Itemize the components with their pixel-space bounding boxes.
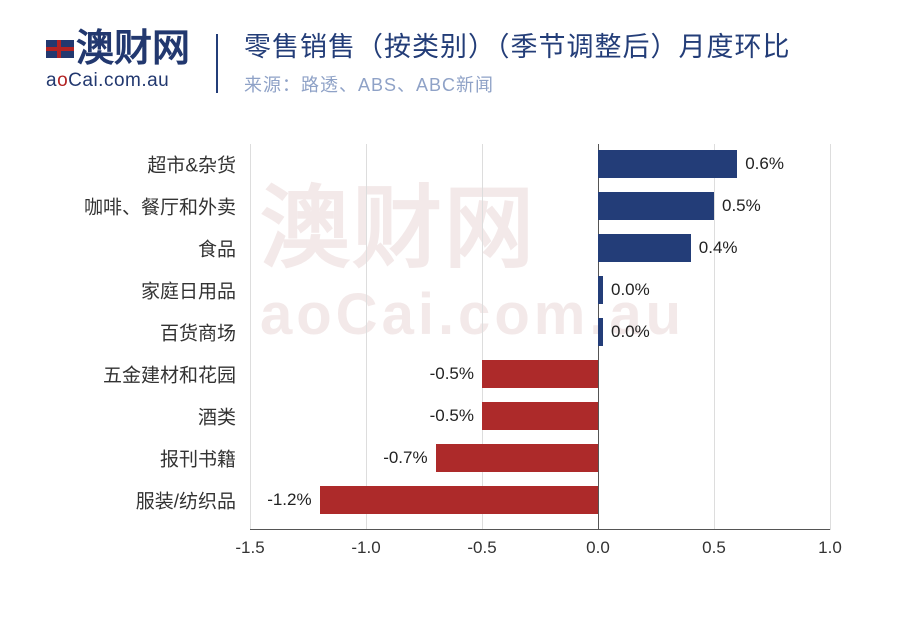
header: 澳财网 aoCai.com.au 零售销售（按类别）（季节调整后）月度环比 来源… — [46, 30, 877, 97]
category-label: 食品 — [198, 235, 236, 262]
category-label: 报刊书籍 — [160, 445, 236, 472]
chart-title: 零售销售（按类别）（季节调整后）月度环比 — [244, 30, 877, 65]
bar-row: 0.0% — [250, 276, 830, 304]
logo-sub-rest: Cai.com.au — [68, 70, 169, 91]
x-tick-label: -0.5 — [467, 538, 496, 558]
bar — [482, 402, 598, 430]
logo-sub: aoCai.com.au — [46, 70, 190, 92]
category-label: 酒类 — [198, 403, 236, 430]
site-logo: 澳财网 aoCai.com.au — [46, 30, 216, 92]
bar-row: -1.2% — [250, 486, 830, 514]
title-block: 零售销售（按类别）（季节调整后）月度环比 来源：路透、ABS、ABC新闻 — [244, 30, 877, 97]
value-label: 0.0% — [611, 280, 650, 300]
bar-row: 0.0% — [250, 318, 830, 346]
category-label: 家庭日用品 — [141, 277, 236, 304]
x-tick-label: 0.5 — [702, 538, 726, 558]
logo-main-text: 澳财网 — [76, 30, 190, 68]
bar-row: -0.5% — [250, 360, 830, 388]
x-tick-label: 1.0 — [818, 538, 842, 558]
retail-sales-chart: -1.5 -1.0 -0.5 0.0 0.5 1.0 0.6% 0.5% 0.4% 0.0% 0.0… — [60, 140, 860, 590]
value-label: -0.5% — [430, 406, 474, 426]
bar — [598, 318, 603, 346]
logo-sub-a: a — [46, 70, 57, 91]
value-label: -0.7% — [383, 448, 427, 468]
bar — [598, 276, 603, 304]
bar — [598, 192, 714, 220]
bar-row: -0.5% — [250, 402, 830, 430]
bar-row: 0.5% — [250, 192, 830, 220]
x-tick-label: -1.5 — [235, 538, 264, 558]
category-label: 百货商场 — [160, 319, 236, 346]
category-label: 服装/纺织品 — [136, 487, 236, 514]
x-tick-label: 0.0 — [586, 538, 610, 558]
flag-icon — [46, 40, 74, 58]
bar — [598, 150, 737, 178]
bar-row: 0.6% — [250, 150, 830, 178]
x-axis — [250, 529, 830, 530]
header-divider — [216, 34, 218, 93]
value-label: 0.0% — [611, 322, 650, 342]
x-tick-label: -1.0 — [351, 538, 380, 558]
logo-sub-o: o — [57, 70, 68, 91]
bar — [598, 234, 691, 262]
bar — [320, 486, 598, 514]
bar — [482, 360, 598, 388]
value-label: 0.5% — [722, 196, 761, 216]
value-label: 0.4% — [699, 238, 738, 258]
plot-area: -1.5-1.0-0.50.00.51.00.6%0.5%0.4%0.0%0.0… — [250, 144, 830, 530]
bar-row: 0.4% — [250, 234, 830, 262]
bar — [436, 444, 598, 472]
category-label: 五金建材和花园 — [103, 361, 236, 388]
bar-row: -0.7% — [250, 444, 830, 472]
value-label: -0.5% — [430, 364, 474, 384]
value-label: 0.6% — [745, 154, 784, 174]
value-label: -1.2% — [267, 490, 311, 510]
logo-main: 澳财网 — [46, 30, 190, 68]
category-label: 咖啡、餐厅和外卖 — [84, 193, 236, 220]
grid-line — [830, 144, 831, 530]
chart-source: 来源：路透、ABS、ABC新闻 — [244, 71, 877, 97]
category-label: 超市&杂货 — [147, 151, 236, 178]
